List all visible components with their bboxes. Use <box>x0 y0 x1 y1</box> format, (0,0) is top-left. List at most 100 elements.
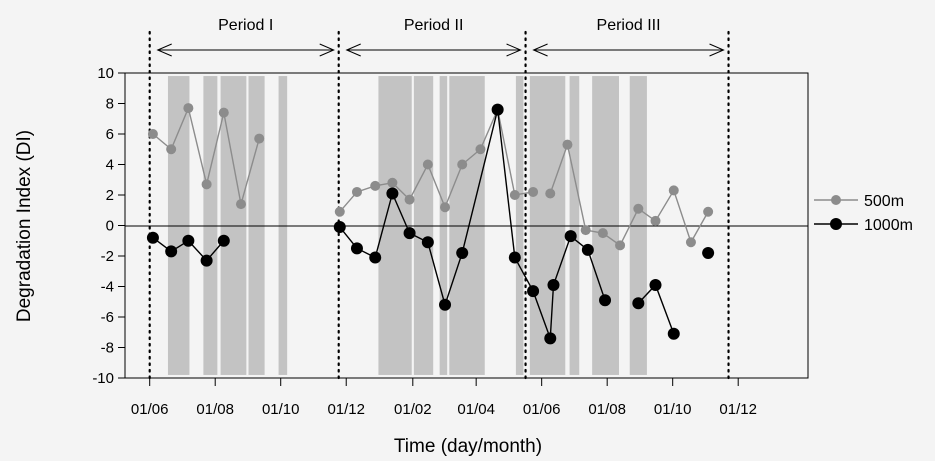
data-point-500m <box>183 103 194 114</box>
data-point-500m <box>580 225 591 236</box>
period-label: Period I <box>218 17 273 34</box>
data-point-1000m <box>547 278 560 291</box>
data-point-1000m <box>165 245 178 258</box>
data-point-500m <box>562 139 573 150</box>
data-point-1000m <box>217 234 230 247</box>
data-point-1000m <box>491 103 504 116</box>
data-point-1000m <box>544 332 557 345</box>
x-axis-ticks: 01/06 01/08 01/10 01/12 01/02 01/04 01/06 01/08… <box>131 378 757 418</box>
data-point-500m <box>633 203 644 214</box>
series-line-1000m <box>339 109 606 339</box>
y-tick-label: -4 <box>101 279 114 296</box>
x-tick-label: 01/10 <box>262 401 300 418</box>
data-point-1000m <box>667 327 680 340</box>
data-point-500m <box>370 180 381 191</box>
data-point-500m <box>650 215 661 226</box>
data-point-1000m <box>439 298 452 311</box>
period-arrow-head-left <box>532 43 548 57</box>
legend-marker-500m <box>831 195 841 205</box>
legend-label-500m: 500m <box>864 193 904 210</box>
data-point-1000m <box>456 246 469 259</box>
x-tick-label: 01/06 <box>523 401 561 418</box>
data-point-1000m <box>421 236 434 249</box>
x-tick-label: 01/04 <box>457 401 495 418</box>
period-arrows: Period I Period II Period III <box>156 17 725 57</box>
y-tick-label: 6 <box>106 126 114 143</box>
y-axis-ticks: -10 -8 -6 -4 -2 0 2 4 6 8 10 <box>92 65 125 387</box>
data-point-500m <box>147 129 158 139</box>
x-tick-label: 01/02 <box>394 401 432 418</box>
data-point-500m <box>218 107 229 118</box>
data-point-500m <box>254 133 265 144</box>
data-point-500m <box>668 185 679 196</box>
data-point-1000m <box>581 243 594 256</box>
period-arrow-head-right <box>709 43 725 57</box>
y-tick-label: -10 <box>92 370 114 387</box>
series-line-500m <box>549 142 709 247</box>
data-point-1000m <box>146 231 159 244</box>
data-point-1000m <box>333 221 346 234</box>
data-point-500m <box>235 199 246 210</box>
y-tick-label: -2 <box>101 248 114 265</box>
data-point-500m <box>440 202 451 213</box>
x-axis-title: Time (day/month) <box>394 436 542 457</box>
data-point-1000m <box>403 227 416 240</box>
data-point-500m <box>166 144 177 155</box>
y-tick-label: -6 <box>101 309 114 326</box>
period-arrow-head-right <box>319 43 335 57</box>
data-point-1000m <box>350 242 363 255</box>
y-tick-label: 8 <box>106 96 114 113</box>
y-axis-title: Degradation Index (DI) <box>14 130 35 322</box>
data-point-500m <box>597 228 608 239</box>
period-boundaries <box>148 30 730 380</box>
data-point-500m <box>351 186 362 197</box>
series-1000m <box>146 103 715 345</box>
data-point-1000m <box>632 297 645 310</box>
series-500m <box>147 103 714 251</box>
y-tick-label: 10 <box>97 65 114 82</box>
data-point-1000m <box>200 254 213 267</box>
period-arrow-head-left <box>345 43 361 57</box>
data-point-500m <box>334 206 345 217</box>
data-point-1000m <box>649 278 662 291</box>
data-point-500m <box>475 144 486 155</box>
data-point-500m <box>685 237 696 248</box>
x-tick-label: 01/10 <box>654 401 692 418</box>
data-point-500m <box>201 179 212 190</box>
data-point-1000m <box>527 285 540 298</box>
y-tick-label: -8 <box>101 340 114 357</box>
y-tick-label: 4 <box>106 157 114 174</box>
y-tick-label: 2 <box>106 187 114 204</box>
period-arrow-head-right <box>506 43 522 57</box>
series <box>146 103 715 345</box>
period-arrow-head-left <box>156 43 172 57</box>
data-point-1000m <box>564 230 577 243</box>
data-point-1000m <box>599 294 612 307</box>
x-tick-label: 01/06 <box>131 401 169 418</box>
legend-label-1000m: 1000m <box>864 217 913 234</box>
data-point-500m <box>545 188 556 199</box>
period-label: Period II <box>404 17 464 34</box>
data-point-1000m <box>702 246 715 259</box>
data-point-500m <box>422 159 433 170</box>
data-point-500m <box>387 177 398 188</box>
legend: 500m 1000m <box>814 193 913 234</box>
period-label: Period III <box>597 17 661 34</box>
x-tick-label: 01/12 <box>327 401 365 418</box>
data-point-500m <box>615 240 626 251</box>
data-point-1000m <box>182 234 195 247</box>
data-point-500m <box>457 159 468 170</box>
data-point-1000m <box>369 251 382 264</box>
y-tick-label: 0 <box>106 218 114 235</box>
data-point-1000m <box>386 187 399 200</box>
x-tick-label: 01/08 <box>588 401 626 418</box>
x-tick-label: 01/08 <box>196 401 234 418</box>
x-tick-label: 01/12 <box>719 401 757 418</box>
legend-marker-1000m <box>830 218 842 230</box>
data-point-500m <box>528 186 539 197</box>
data-point-500m <box>703 206 714 217</box>
data-point-500m <box>509 190 520 200</box>
data-point-1000m <box>508 251 521 264</box>
